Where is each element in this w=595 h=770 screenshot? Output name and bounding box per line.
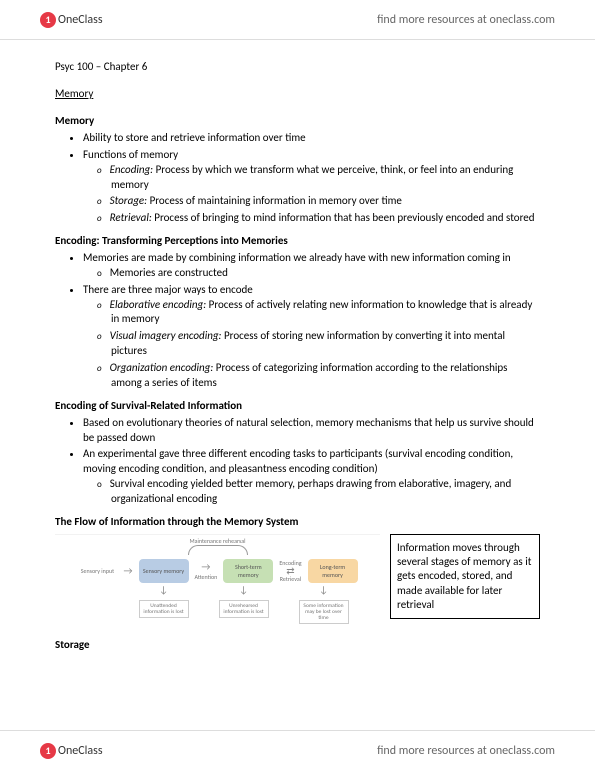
node-sensory: Sensory memory — [139, 559, 189, 583]
list-item: Encoding: Process by which we transform … — [111, 163, 540, 193]
logo-mark-icon: 1 — [40, 12, 56, 28]
footer-tagline[interactable]: find more resources at oneclass.com — [377, 744, 555, 758]
sub-box-2: Unrehearsed information is lost — [219, 600, 269, 618]
arrow-down-icon: ↓ — [299, 583, 349, 596]
encoding-list: Memories are made by combining informati… — [55, 251, 540, 391]
section-title-encoding: Encoding: Transforming Perceptions into … — [55, 234, 540, 247]
attention-label: Attention — [195, 573, 218, 581]
document-body: Psyc 100 – Chapter 6 Memory Memory Abili… — [0, 40, 595, 665]
flow-side-note: Information moves through several stages… — [390, 534, 540, 619]
arrow-right-icon: → — [201, 560, 210, 573]
section-title-flow: The Flow of Information through the Memo… — [55, 515, 540, 528]
retrieval-label: Retrieval — [280, 576, 301, 582]
rehearsal-arc-icon — [188, 545, 248, 555]
page-header: 1 OneClass find more resources at onecla… — [0, 0, 595, 40]
list-item: Memories are made by combining informati… — [83, 251, 540, 281]
section-title-memory: Memory — [55, 114, 540, 127]
sub-box-3: Some information may be lost over time — [299, 600, 349, 624]
header-tagline[interactable]: find more resources at oneclass.com — [377, 13, 555, 27]
brand-logo-footer[interactable]: 1 OneClass — [40, 743, 103, 759]
list-item: Memories are constructed — [111, 266, 540, 281]
brand-logo[interactable]: 1 OneClass — [40, 12, 103, 28]
main-heading: Memory — [55, 87, 540, 100]
list-item: Elaborative encoding: Process of activel… — [111, 298, 540, 328]
list-item: An experimental gave three different enc… — [83, 447, 540, 506]
document-title: Psyc 100 – Chapter 6 — [55, 60, 540, 73]
arrow-down-icon: ↓ — [139, 583, 189, 596]
survival-list: Based on evolutionary theories of natura… — [55, 416, 540, 507]
memory-list: Ability to store and retrieve informatio… — [55, 131, 540, 226]
section-title-survival: Encoding of Survival-Related Information — [55, 399, 540, 412]
logo-text: OneClass — [58, 13, 103, 27]
logo-mark-icon: 1 — [40, 743, 56, 759]
list-item: Based on evolutionary theories of natura… — [83, 416, 540, 446]
section-title-storage: Storage — [55, 638, 540, 651]
list-item: Organization encoding: Process of catego… — [111, 361, 540, 391]
rehearsal-label: Maintenance rehearsal — [189, 537, 245, 545]
list-item: Survival encoding yielded better memory,… — [111, 477, 540, 507]
sub-box-1: Unattended information is lost — [139, 600, 189, 618]
arrow-right-icon: → — [123, 564, 132, 577]
arrow-down-icon: ↓ — [219, 583, 269, 596]
page-footer: 1 OneClass find more resources at onecla… — [0, 730, 595, 770]
list-item: Ability to store and retrieve informatio… — [83, 131, 540, 146]
node-shortterm: Short-term memory — [223, 559, 273, 583]
logo-text: OneClass — [58, 744, 103, 758]
node-longterm: Long-term memory — [308, 559, 358, 583]
list-item: Storage: Process of maintaining informat… — [111, 194, 540, 209]
list-item: Retrieval: Process of bringing to mind i… — [111, 211, 540, 226]
list-item: There are three major ways to encode Ela… — [83, 283, 540, 391]
input-label: Sensory input — [77, 567, 117, 575]
flow-diagram-row: Maintenance rehearsal Sensory input → Se… — [55, 534, 540, 634]
list-item: Visual imagery encoding: Process of stor… — [111, 329, 540, 359]
list-item: Functions of memory Encoding: Process by… — [83, 148, 540, 226]
memory-flow-diagram: Maintenance rehearsal Sensory input → Se… — [55, 534, 380, 634]
